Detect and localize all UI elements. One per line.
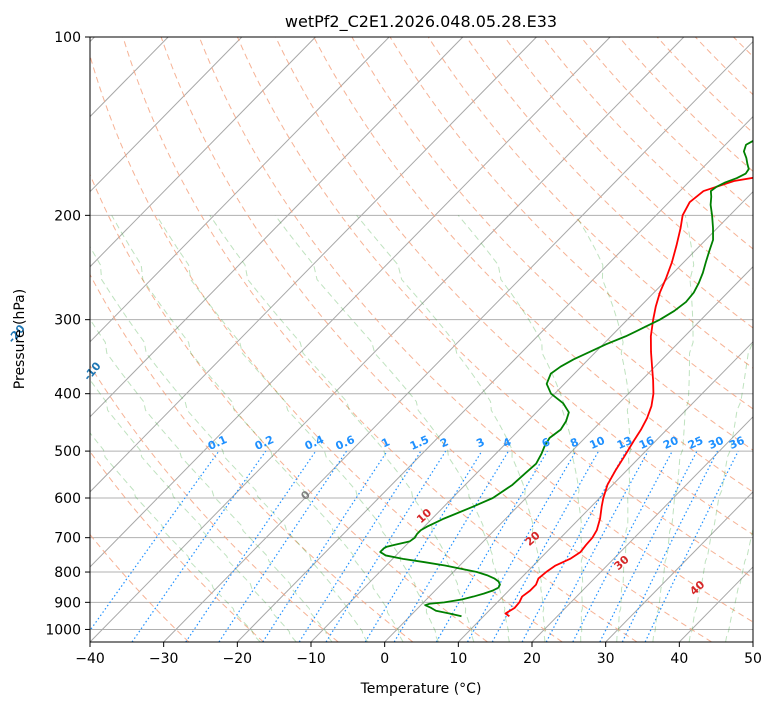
isotherm-gridline	[163, 40, 753, 642]
isotherm-gridline	[90, 37, 611, 568]
grid-layer	[90, 37, 775, 642]
x-tick-label: −10	[296, 651, 326, 667]
dry-adiabat-line	[351, 37, 753, 451]
series-layer	[379, 139, 753, 618]
dry-adiabat-line	[389, 37, 753, 410]
dry-adiabat-line	[160, 37, 712, 642]
moist-adiabat-line	[90, 318, 333, 642]
y-tick-label: 900	[54, 595, 81, 611]
dry-adiabat-line	[90, 54, 563, 642]
mixing-ratio-line	[545, 450, 649, 642]
mixing-ratio-line	[185, 450, 317, 642]
dry-adiabat-line	[275, 37, 753, 536]
dry-adiabat-line	[237, 37, 753, 579]
mixing-ratio-line	[131, 450, 267, 642]
mixing-ratio-line	[599, 450, 698, 642]
chart-title: wetPf2_C2E1.2026.048.05.28.E33	[285, 12, 557, 32]
moist-adiabat-line	[652, 215, 695, 642]
isotherm-gridline	[90, 37, 316, 268]
mixing-ratio-line	[262, 450, 388, 642]
isotherm-gridline	[90, 37, 243, 193]
mixing-ratio-label: 10	[588, 434, 608, 452]
dewpoint-profile-line	[379, 139, 753, 618]
mixing-ratio-line	[466, 450, 577, 642]
y-axis-title: Pressure (hPa)	[12, 289, 28, 389]
y-tick-label: 300	[54, 313, 81, 329]
dry-adiabat-line	[772, 37, 775, 642]
x-tick-label: 40	[670, 651, 688, 667]
moist-adiabat-line	[209, 215, 475, 642]
x-tick-label: 0	[380, 651, 389, 667]
x-tick-label: −40	[75, 651, 105, 667]
dry-adiabat-line	[90, 273, 414, 642]
moist-adiabat-line	[457, 215, 584, 642]
moist-adiabat-line	[575, 215, 632, 642]
mixing-ratio-label: 36	[727, 434, 747, 452]
y-tick-label: 100	[54, 30, 81, 46]
mixing-ratio-line	[218, 450, 348, 642]
y-tick-label: 200	[54, 208, 81, 224]
y-tick-label: 500	[54, 444, 81, 460]
mixing-ratio-line	[364, 450, 483, 642]
dry-adiabat-line	[90, 450, 264, 642]
x-tick-label: 20	[523, 651, 541, 667]
moist-adiabat-line	[356, 215, 546, 642]
moist-adiabat-line	[90, 245, 369, 642]
moist-adiabat-line	[111, 215, 404, 642]
mixing-ratio-line	[521, 450, 627, 642]
mixing-ratio-label: 20	[661, 434, 681, 452]
axis-layer: −40 −30 −20 −10 0 10 20 30 40 50 100 200 300 400 500 60…	[45, 30, 762, 667]
mixing-ratio-line	[298, 450, 422, 642]
isotherm-gridline	[605, 491, 753, 642]
mixing-ratio-label: 16	[637, 434, 657, 452]
mixing-ratio-line	[491, 450, 600, 642]
isotherm-gridline	[90, 37, 390, 343]
plot-frame	[89, 36, 754, 643]
isotherm-gridline	[236, 115, 753, 642]
y-tick-label: 700	[54, 531, 81, 547]
x-tick-label: −30	[149, 651, 179, 667]
mixing-ratio-label: 13	[615, 434, 634, 452]
temperature-profile-line	[504, 176, 753, 617]
isotherm-gridline	[752, 641, 753, 642]
isotherm-gridline	[90, 37, 685, 642]
moist-adiabat-line	[156, 215, 439, 642]
y-tick-label: 600	[54, 491, 81, 507]
dry-adiabat-line	[580, 37, 753, 211]
isotherm-gridline	[384, 266, 753, 642]
dry-adiabat-line	[618, 37, 753, 172]
dry-adiabat-line	[465, 37, 753, 329]
isotherm-gridline	[531, 416, 753, 642]
x-tick-label: 30	[597, 651, 615, 667]
mixing-ratio-line	[90, 450, 220, 632]
isotherm-gridline	[90, 37, 464, 418]
y-tick-label: 1000	[45, 622, 81, 638]
y-tick-label: 400	[54, 387, 81, 403]
plot-area	[90, 37, 753, 642]
mixing-ratio-label: 25	[686, 434, 705, 452]
y-tick-label: 800	[54, 565, 81, 581]
x-tick-label: 10	[449, 651, 467, 667]
x-axis-title: Temperature (°C)	[360, 681, 482, 697]
isotherm-gridline	[457, 341, 753, 642]
dry-adiabat-line	[427, 37, 753, 369]
dry-adiabat-line	[122, 37, 638, 642]
isotherm-gridline	[90, 37, 537, 493]
x-tick-label: 50	[744, 651, 762, 667]
x-tick-label: −20	[223, 651, 253, 667]
dry-adiabat-line	[90, 173, 488, 642]
mixing-ratio-line	[621, 450, 719, 642]
mixing-ratio-label: 30	[706, 434, 726, 452]
